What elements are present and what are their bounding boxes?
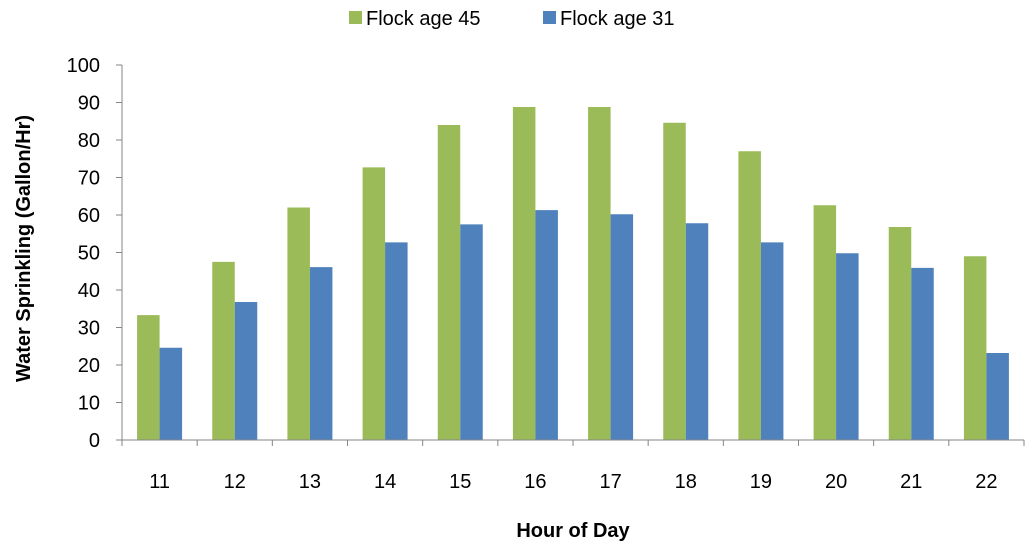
x-tick-label: 20 — [825, 471, 847, 493]
bar-series-2-19 — [760, 242, 784, 440]
x-tick-label: 15 — [449, 471, 471, 493]
bar-series-1-21 — [888, 227, 912, 440]
x-tick-label: 22 — [975, 471, 997, 493]
x-tick-label: 11 — [149, 471, 170, 493]
y-tick-label: 100 — [67, 55, 100, 77]
bar-series-1-11 — [137, 315, 160, 440]
x-tick-label: 14 — [374, 471, 396, 493]
y-tick-label: 90 — [78, 93, 100, 115]
bar-series-1-13 — [287, 207, 310, 440]
bar-series-2-13 — [309, 267, 333, 440]
bar-series-1-15 — [437, 125, 461, 440]
bar-series-2-11 — [159, 347, 183, 440]
legend-label-2: Flock age 31 — [560, 8, 675, 30]
bar-series-1-19 — [738, 151, 761, 440]
bar-series-2-15 — [460, 224, 483, 440]
y-tick-label: 20 — [78, 355, 100, 377]
bar-series-1-16 — [512, 107, 536, 440]
bar-series-2-17 — [610, 214, 634, 440]
legend-swatch-1 — [349, 11, 362, 24]
bar-series-1-12 — [212, 261, 235, 440]
bar-series-2-22 — [986, 353, 1009, 440]
axes-group — [121, 65, 1024, 441]
x-tick-label: 16 — [524, 471, 546, 493]
x-tick-label: 21 — [900, 471, 922, 493]
y-tick-label: 10 — [78, 393, 100, 415]
x-tick-label: 19 — [750, 471, 772, 493]
y-tick-label: 80 — [78, 130, 100, 152]
bar-series-1-14 — [362, 167, 386, 440]
x-tick-label: 18 — [675, 471, 697, 493]
bar-series-2-18 — [685, 223, 709, 440]
y-tick-label: 0 — [89, 430, 100, 452]
legend-label-1: Flock age 45 — [366, 8, 481, 30]
bar-series-2-16 — [535, 210, 558, 440]
legend: Flock age 45 Flock age 31 — [349, 8, 675, 30]
x-ticks: 11 12 13 14 15 16 17 18 19 20 21 22 — [121, 440, 1025, 493]
bar-series-1-22 — [963, 256, 987, 440]
y-tick-label: 50 — [78, 243, 100, 265]
bar-series-2-20 — [836, 253, 859, 440]
bar-series-1-18 — [663, 122, 686, 440]
y-ticks: 0 10 20 30 40 50 60 70 80 90 100 — [67, 55, 122, 452]
y-tick-label: 60 — [78, 205, 100, 227]
legend-swatch-2 — [543, 11, 556, 24]
x-tick-label: 12 — [224, 471, 246, 493]
y-tick-label: 70 — [78, 168, 100, 190]
y-axis-title: Water Sprinkling (Gallon/Hr) — [13, 115, 35, 382]
y-tick-label: 30 — [78, 318, 100, 340]
y-tick-label: 40 — [78, 280, 100, 302]
x-tick-label: 13 — [299, 471, 321, 493]
bar-series-2-21 — [911, 267, 934, 440]
bar-series-1-20 — [813, 205, 837, 440]
x-tick-label: 17 — [599, 471, 621, 493]
bar-series-2-14 — [385, 242, 408, 440]
bars-group — [137, 107, 1009, 440]
bar-series-1-17 — [588, 107, 611, 440]
bar-series-2-12 — [234, 302, 258, 440]
x-axis-title: Hour of Day — [516, 520, 630, 542]
